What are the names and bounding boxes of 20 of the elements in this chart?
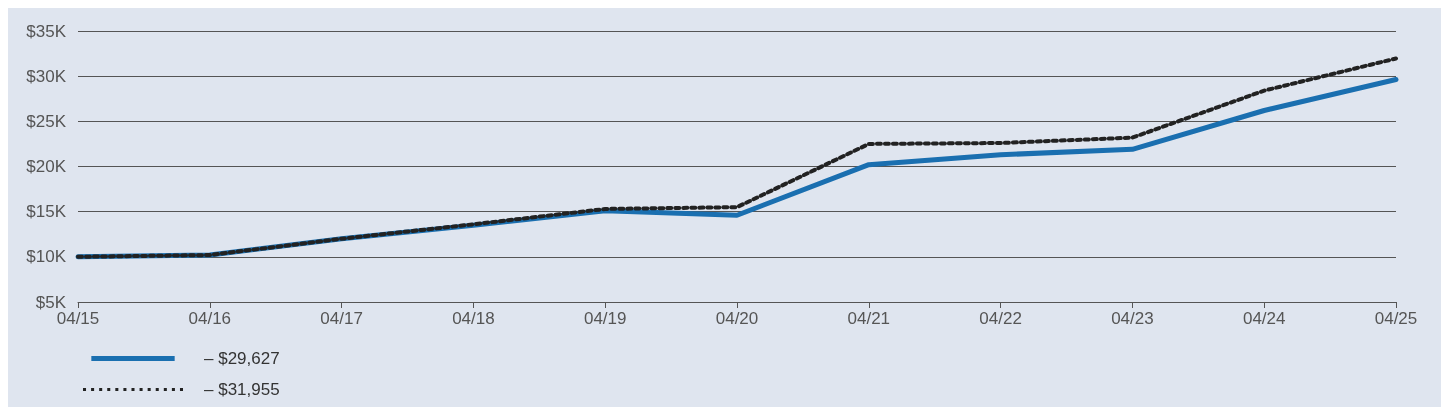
x-tick-label: 04/17 [320,309,363,328]
x-tick-label: 04/18 [452,309,495,328]
y-tick-label: $25K [26,111,67,131]
x-tick-label: 04/19 [583,309,627,328]
legend-label: – $31,955 [204,380,280,399]
y-tick-label: $20K [26,157,67,176]
x-tick-label: 04/20 [715,309,759,328]
y-tick-label: $35K [26,21,67,41]
y-tick-label: $5K [35,292,67,312]
y-tick-label: $15K [26,202,67,222]
x-tick-label: 04/25 [1374,309,1418,328]
y-tick-label: $10K [26,247,67,267]
x-tick-label: 04/23 [1111,309,1154,328]
x-tick-label: 04/15 [56,309,100,328]
x-tick-label: 04/21 [847,309,891,328]
x-tick-label: 04/22 [979,309,1022,328]
x-tick-label: 04/16 [188,309,232,328]
y-tick-label: $30K [26,66,67,86]
x-tick-label: 04/24 [1242,309,1286,328]
legend-label: – $29,627 [204,349,280,368]
